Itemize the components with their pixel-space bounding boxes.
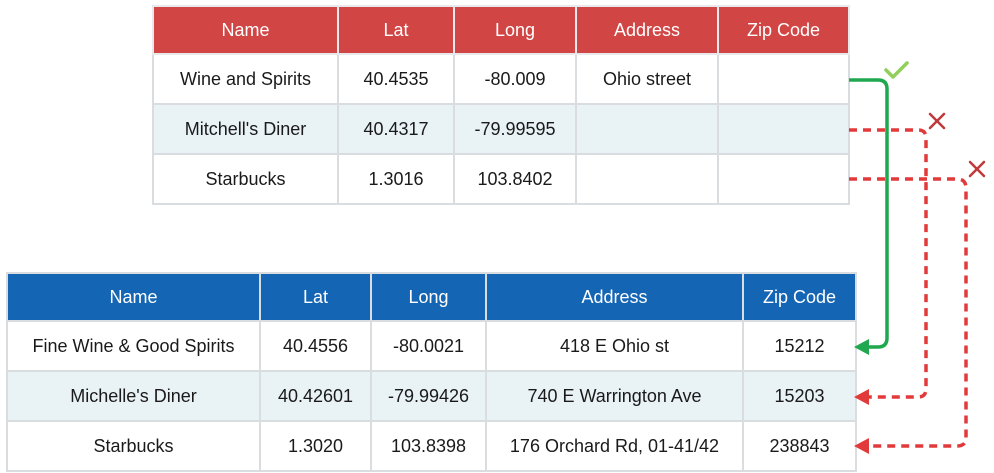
header-name: Name [152,5,339,55]
cell-long: 103.8402 [453,153,577,205]
header-lat: Lat [337,5,455,55]
cell-address: 176 Orchard Rd, 01-41/42 [485,420,744,472]
header-zip-code: Zip Code [742,272,857,322]
mismatch-arrow [849,177,968,448]
mismatch-arrowhead [854,389,869,405]
cell-zip-code: 238843 [742,420,857,472]
mismatch-arrow [849,128,928,399]
target-row-2: Michelle's Diner 40.42601 -79.99426 740 … [6,370,857,422]
cell-lat: 1.3016 [337,153,455,205]
cell-zip-code: 15212 [742,320,857,372]
cross-icon [968,160,986,178]
cell-name: Fine Wine & Good Spirits [6,320,261,372]
source-table: Name Lat Long Address Zip Code Wine and … [152,5,850,205]
source-row-2: Mitchell's Diner 40.4317 -79.99595 [152,103,850,155]
cell-lat: 1.3020 [259,420,372,472]
cell-address: 418 E Ohio st [485,320,744,372]
cell-zip-code [717,53,850,105]
target-row-3: Starbucks 1.3020 103.8398 176 Orchard Rd… [6,420,857,472]
source-header-row: Name Lat Long Address Zip Code [152,5,850,55]
check-icon [884,61,909,79]
cell-lat: 40.42601 [259,370,372,422]
header-lat: Lat [259,272,372,322]
cell-name: Mitchell's Diner [152,103,339,155]
cell-name: Starbucks [152,153,339,205]
cell-long: -79.99595 [453,103,577,155]
cell-zip-code: 15203 [742,370,857,422]
cell-address: 740 E Warrington Ave [485,370,744,422]
cell-long: -79.99426 [370,370,487,422]
match-arrowhead [854,339,869,355]
cell-lat: 40.4556 [259,320,372,372]
mismatch-arrowhead [854,438,869,454]
cell-name: Wine and Spirits [152,53,339,105]
target-row-1: Fine Wine & Good Spirits 40.4556 -80.002… [6,320,857,372]
match-arrow [849,78,889,349]
cell-name: Michelle's Diner [6,370,261,422]
header-zip-code: Zip Code [717,5,850,55]
cell-zip-code [717,103,850,155]
header-long: Long [453,5,577,55]
cell-address: Ohio street [575,53,719,105]
cell-name: Starbucks [6,420,261,472]
source-row-3: Starbucks 1.3016 103.8402 [152,153,850,205]
header-long: Long [370,272,487,322]
cell-address [575,153,719,205]
target-header-row: Name Lat Long Address Zip Code [6,272,857,322]
target-table: Name Lat Long Address Zip Code Fine Wine… [6,272,857,472]
cell-long: 103.8398 [370,420,487,472]
header-name: Name [6,272,261,322]
cell-lat: 40.4317 [337,103,455,155]
source-row-1: Wine and Spirits 40.4535 -80.009 Ohio st… [152,53,850,105]
cell-lat: 40.4535 [337,53,455,105]
cell-address [575,103,719,155]
header-address: Address [575,5,719,55]
cell-long: -80.009 [453,53,577,105]
cross-icon [928,112,946,130]
cell-zip-code [717,153,850,205]
cell-long: -80.0021 [370,320,487,372]
header-address: Address [485,272,744,322]
